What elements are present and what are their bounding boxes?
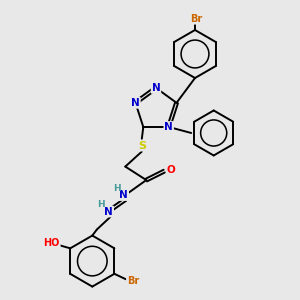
Text: N: N xyxy=(104,207,113,217)
Text: S: S xyxy=(138,141,146,151)
Text: N: N xyxy=(164,122,173,132)
Text: N: N xyxy=(152,83,160,93)
Text: H: H xyxy=(97,200,104,208)
Text: N: N xyxy=(119,190,128,200)
Text: Br: Br xyxy=(127,276,139,286)
Text: Br: Br xyxy=(190,14,202,24)
Text: N: N xyxy=(131,98,140,108)
Text: H: H xyxy=(113,184,121,193)
Text: HO: HO xyxy=(44,238,60,248)
Text: O: O xyxy=(167,165,175,175)
